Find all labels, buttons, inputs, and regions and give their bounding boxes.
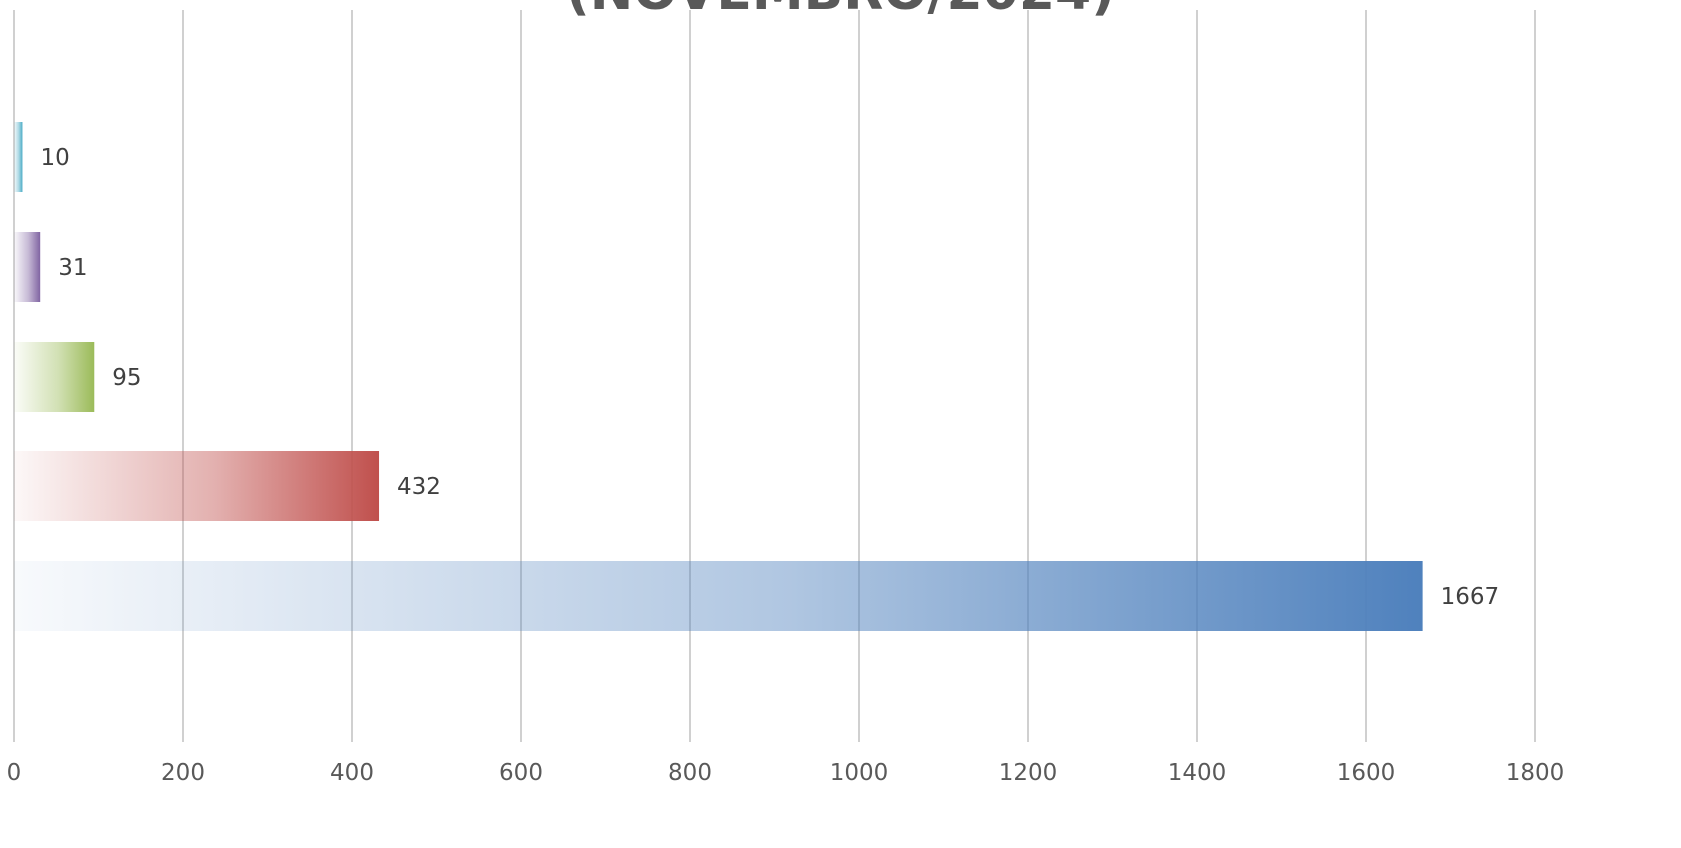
x-tick-label: 800: [668, 760, 712, 786]
chart-title: (NOVEMBRO/2024): [0, 0, 1681, 22]
data-labels: 10 31 95 432 1667: [40, 145, 1499, 610]
x-tick-label: 0: [7, 760, 22, 786]
bar: [14, 451, 380, 521]
bar: [14, 342, 95, 412]
bars: [14, 122, 1423, 631]
bar: [14, 561, 1423, 631]
data-label: 10: [40, 145, 69, 171]
gridlines: [13, 10, 1536, 742]
data-label: 432: [397, 474, 441, 500]
x-tick-label: 1000: [830, 760, 889, 786]
data-label: 1667: [1441, 584, 1500, 610]
x-axis-ticks: 0 200 400 600 800 1000 1200 1400 1600 1800: [7, 760, 1565, 786]
x-tick-label: 200: [161, 760, 205, 786]
data-label: 95: [112, 365, 141, 391]
x-tick-label: 1200: [999, 760, 1058, 786]
x-tick-label: 600: [499, 760, 543, 786]
bar: [14, 122, 23, 192]
x-tick-label: 400: [330, 760, 374, 786]
x-tick-label: 1600: [1337, 760, 1396, 786]
x-tick-label: 1800: [1506, 760, 1565, 786]
data-label: 31: [58, 255, 87, 281]
bar: [14, 232, 41, 302]
x-tick-label: 1400: [1168, 760, 1227, 786]
